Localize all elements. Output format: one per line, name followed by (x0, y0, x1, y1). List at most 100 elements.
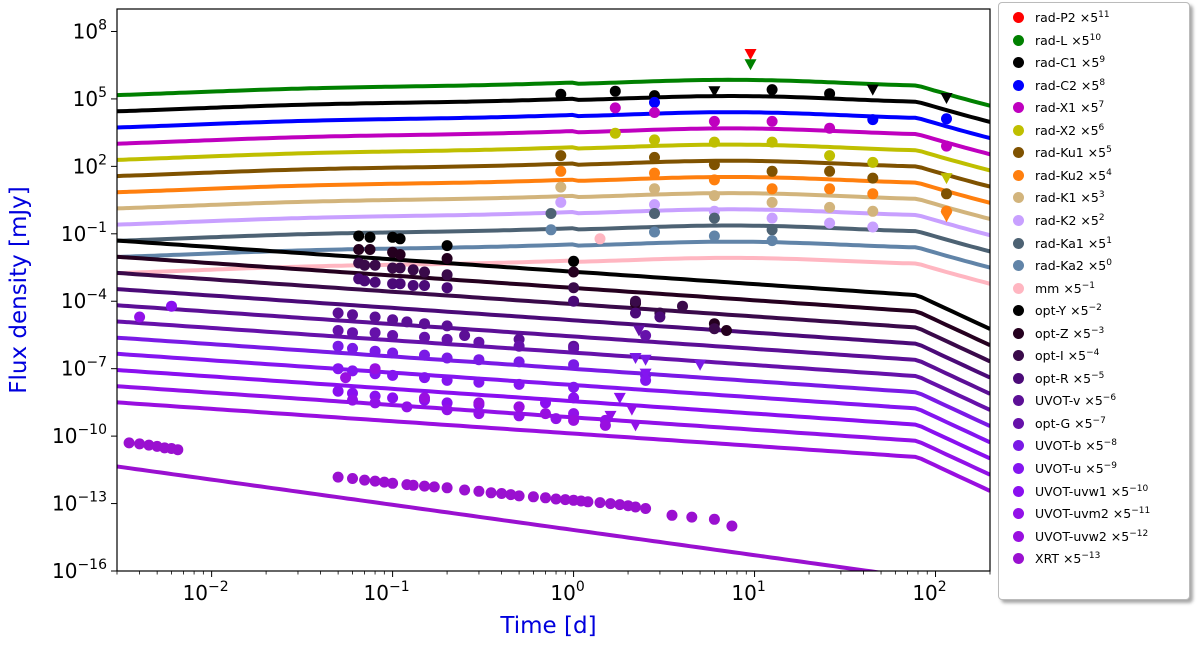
data-point-UVOT-uvw2 (568, 414, 580, 426)
legend-series-exponent: −10 (1129, 483, 1149, 494)
data-point-rad-K1 (649, 183, 660, 195)
legend-series-factor: ×5 (1106, 483, 1130, 499)
legend-marker (1013, 485, 1024, 497)
data-point-rad-C1 (555, 88, 567, 100)
legend-series-exponent: 9 (1099, 55, 1106, 66)
legend-marker (1013, 463, 1024, 474)
data-point-opt-I (419, 266, 430, 278)
legend-series-exponent: 4 (1106, 167, 1112, 178)
data-point-rad-X1 (941, 140, 952, 152)
data-point-UVOT-v (347, 309, 358, 321)
upper-limit-UVOT-b (629, 352, 642, 364)
legend-series-name: rad-Ku1 (1035, 145, 1084, 161)
data-point-UVOT-v (419, 318, 430, 330)
legend-item: rad-X2 ×56 (999, 120, 1189, 142)
data-point-XRT (513, 490, 525, 502)
data-point-rad-Ka2 (649, 226, 660, 238)
x-tick-label: 101 (731, 579, 765, 605)
legend-item: rad-Ka1 ×51 (999, 233, 1189, 255)
data-point-rad-K1 (824, 201, 836, 213)
data-point-UVOT-b (332, 340, 344, 352)
data-point-XRT (496, 488, 508, 499)
data-point-rad-C1 (824, 88, 836, 100)
data-point-rad-Ku1 (649, 151, 660, 163)
legend-item: rad-K2 ×52 (999, 210, 1189, 232)
data-point-rad-K1 (766, 196, 778, 208)
legend-item: opt-G ×5−7 (999, 413, 1189, 435)
legend-marker (1013, 57, 1024, 69)
legend-item: XRT ×5−13 (999, 548, 1189, 570)
upper-limit-UVOT-uvm2 (629, 420, 642, 432)
data-point-XRT (605, 498, 616, 510)
legend-label: opt-Y ×5−2 (1035, 303, 1102, 318)
model-curve-rad-X2 (117, 142, 990, 173)
data-point-rad-C2 (649, 96, 660, 108)
data-point-rad-X2 (824, 150, 836, 162)
legend-series-name: rad-X2 (1035, 122, 1077, 138)
legend-series-name: rad-L (1035, 32, 1068, 48)
data-point-rad-Ku1 (867, 172, 879, 184)
legend-label: UVOT-uvw1 ×5−10 (1035, 484, 1148, 499)
legend-label: UVOT-v ×5−6 (1035, 393, 1116, 408)
data-point-XRT (505, 489, 517, 501)
legend-marker (1013, 214, 1024, 226)
data-point-opt-Z (721, 325, 732, 336)
data-point-XRT (582, 496, 594, 508)
legend-series-factor: ×5 (1076, 213, 1099, 229)
legend-series-exponent: −11 (1131, 506, 1151, 517)
data-point-rad-K2 (867, 221, 879, 233)
upper-limit-rad-P2 (744, 48, 757, 60)
legend-series-factor: ×5 (1067, 32, 1090, 48)
legend-item: UVOT-v ×5−6 (999, 390, 1189, 412)
data-point-rad-Ka2 (545, 224, 557, 236)
data-point-rad-Ka1 (766, 224, 778, 236)
data-point-opt-Y (394, 233, 406, 245)
legend-marker (1013, 417, 1024, 429)
model-curve-XRT (117, 464, 883, 571)
data-point-rad-Ka2 (766, 235, 778, 247)
legend-series-factor: ×5 (1108, 506, 1132, 522)
legend-label: UVOT-uvw2 ×5−12 (1035, 529, 1148, 544)
legend-series-exponent: 10 (1089, 32, 1102, 43)
x-tick-label: 10−1 (364, 579, 410, 605)
legend-series-factor: ×5 (1083, 235, 1107, 251)
model-curve-opt-Z (117, 254, 990, 348)
data-point-XRT (428, 481, 440, 493)
legend-marker (1013, 553, 1024, 565)
data-point-UVOT-uvm2 (369, 397, 381, 409)
legend-series-name: rad-Ka1 (1035, 235, 1084, 251)
legend-marker (1013, 169, 1024, 181)
data-point-UVOT-uvm2 (134, 311, 146, 323)
data-point-UVOT-u (568, 381, 580, 393)
legend-label: rad-L ×510 (1035, 33, 1101, 48)
data-point-UVOT-b (513, 356, 525, 368)
legend-series-exponent: 3 (1098, 190, 1105, 201)
data-point-XRT (559, 494, 571, 506)
legend-label: rad-Ka2 ×50 (1035, 258, 1112, 273)
legend-label: rad-X2 ×56 (1035, 123, 1104, 138)
legend-marker (1013, 395, 1024, 407)
data-point-opt-R (441, 282, 453, 294)
legend-series-name: mm (1035, 280, 1060, 296)
data-point-opt-G (640, 330, 652, 341)
data-point-XRT (332, 471, 344, 483)
data-point-opt-I (394, 262, 406, 274)
model-curve-opt-G (117, 319, 990, 412)
data-point-opt-G (419, 331, 430, 343)
data-point-UVOT-uvm2 (473, 408, 485, 420)
legend-series-exponent: 6 (1098, 122, 1105, 133)
data-point-UVOT-v (401, 316, 413, 328)
legend-series-exponent: −1 (1081, 280, 1096, 291)
data-point-rad-Ku2 (766, 183, 778, 195)
data-point-rad-Ka2 (708, 230, 720, 242)
data-point-XRT (441, 482, 453, 494)
legend-series-exponent: −8 (1103, 438, 1117, 449)
data-point-opt-R (630, 307, 641, 319)
legend-item: mm ×5−1 (999, 278, 1189, 300)
data-point-UVOT-uvm2 (401, 401, 413, 413)
data-point-opt-Z (441, 253, 453, 264)
upper-limit-rad-X2 (940, 173, 953, 185)
legend-series-exponent: −2 (1088, 303, 1102, 314)
data-point-UVOT-uvw2 (340, 372, 352, 384)
